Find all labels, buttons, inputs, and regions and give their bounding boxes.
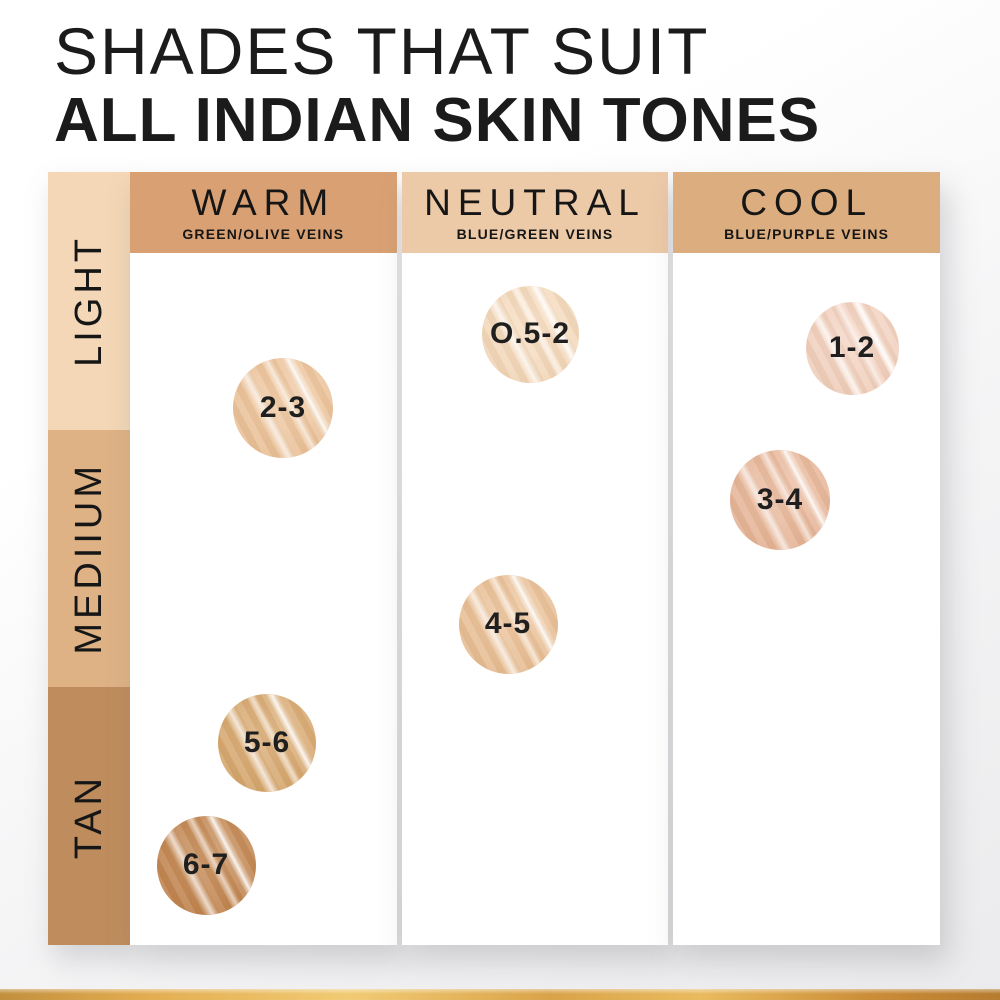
row-band-light: LIGHT	[48, 172, 130, 430]
column-veins-warm: GREEN/OLIVE VEINS	[182, 226, 345, 242]
column-body-cool	[673, 253, 941, 945]
row-labels-sidebar: LIGHT MEDIIUM TAN	[48, 172, 130, 946]
column-title-warm: WARM	[191, 182, 336, 223]
shade-swatch-1-2: 1-2	[805, 301, 899, 395]
title-line-1: SHADES THAT SUIT	[54, 14, 710, 88]
row-label-medium: MEDIIUM	[67, 462, 110, 655]
page-title: SHADES THAT SUIT ALL INDIAN SKIN TONES	[54, 16, 820, 152]
gold-accent-bar	[0, 989, 1000, 1000]
title-line-2: ALL INDIAN SKIN TONES	[54, 86, 821, 155]
row-label-tan: TAN	[67, 773, 110, 859]
column-cool: COOL BLUE/PURPLE VEINS	[673, 172, 941, 945]
row-band-medium: MEDIIUM	[48, 429, 130, 688]
shade-swatch-label: O.5-2	[489, 317, 571, 350]
shade-swatch-label: 4-5	[484, 607, 532, 640]
column-title-neutral: NEUTRAL	[424, 182, 646, 223]
shade-swatch-2-3: 2-3	[233, 358, 333, 458]
shade-swatch-label: 6-7	[182, 848, 230, 881]
column-warm: WARM GREEN/OLIVE VEINS	[130, 172, 397, 945]
shade-swatch-6-7: 6-7	[156, 815, 256, 915]
shade-swatch-label: 1-2	[828, 331, 876, 364]
column-header-neutral: NEUTRAL BLUE/GREEN VEINS	[401, 172, 669, 253]
column-veins-neutral: BLUE/GREEN VEINS	[456, 226, 614, 242]
shade-swatch-4-5: 4-5	[458, 574, 558, 674]
shade-swatch-O.5-2: O.5-2	[481, 285, 579, 383]
column-veins-cool: BLUE/PURPLE VEINS	[724, 226, 890, 242]
shade-swatch-label: 5-6	[243, 726, 291, 759]
column-header-warm: WARM GREEN/OLIVE VEINS	[130, 172, 397, 253]
shade-swatch-5-6: 5-6	[218, 694, 316, 792]
shade-swatch-3-4: 3-4	[730, 450, 830, 550]
row-band-tan: TAN	[48, 687, 130, 946]
shade-swatch-label: 2-3	[259, 391, 307, 424]
shade-swatch-label: 3-4	[756, 483, 804, 516]
column-header-cool: COOL BLUE/PURPLE VEINS	[673, 172, 941, 253]
column-title-cool: COOL	[740, 182, 874, 223]
row-label-light: LIGHT	[67, 234, 110, 367]
